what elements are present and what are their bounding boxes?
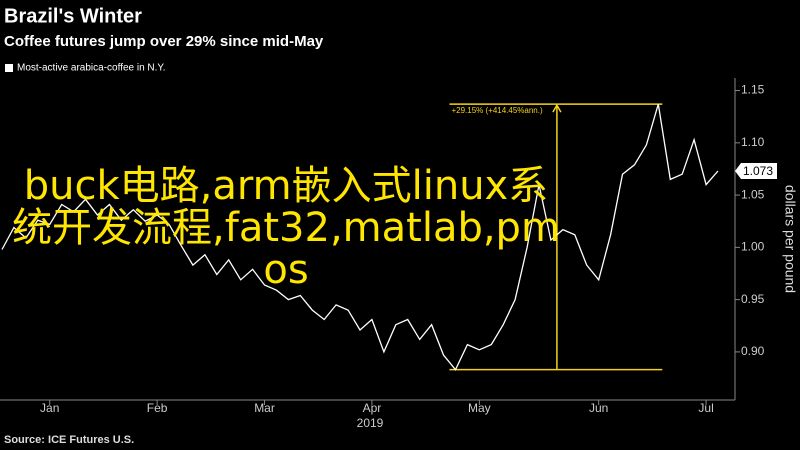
overlay-text: buck电路,arm嵌入式linux系统开发流程,fat32,matlab,pm… — [12, 163, 560, 293]
legend-label: Most-active arabica-coffee in N.Y. — [17, 63, 166, 74]
y-tick-label: 1.15 — [741, 83, 765, 97]
y-tick-label: 1.05 — [741, 187, 765, 201]
x-tick-label: Jan — [40, 401, 59, 415]
x-tick-label: Feb — [147, 401, 168, 415]
legend-swatch — [5, 64, 13, 72]
x-year-label: 2019 — [357, 416, 384, 430]
y-axis-label: dollars per pound — [782, 185, 798, 293]
x-tick-label: Jul — [698, 401, 713, 415]
last-value-label: 1.073 — [743, 164, 773, 178]
last-value-box — [735, 163, 777, 180]
x-tick-label: Jun — [589, 401, 608, 415]
annotation-text: +29.15% (+414.45%ann.) — [451, 106, 543, 115]
y-tick-label: 0.90 — [741, 344, 765, 358]
y-tick-label: 1.10 — [741, 135, 765, 149]
x-tick-label: Apr — [363, 401, 382, 415]
x-tick-label: Mar — [254, 401, 275, 415]
annotation-arrow — [552, 103, 562, 113]
y-tick-label: 1.00 — [741, 240, 765, 254]
y-tick-label: 0.95 — [741, 292, 765, 306]
source: Source: ICE Futures U.S. — [4, 434, 134, 446]
price-line — [1, 103, 719, 371]
x-tick-label: May — [468, 401, 491, 415]
chart-subtitle: Coffee futures jump over 29% since mid-M… — [4, 33, 324, 50]
chart-title: Brazil's Winter — [4, 5, 142, 27]
